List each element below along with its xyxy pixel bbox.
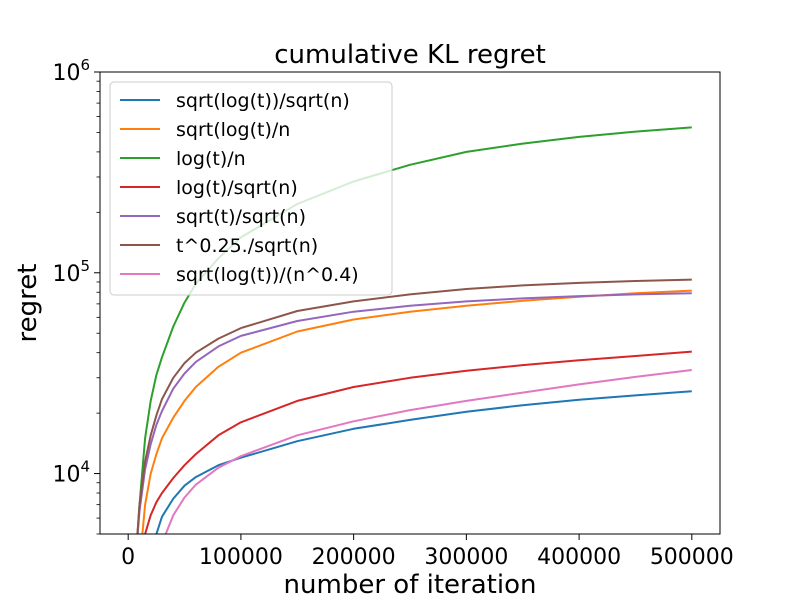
- x-tick-label: 400000: [537, 545, 621, 570]
- y-axis-label: regret: [13, 264, 43, 343]
- series-line: [144, 350, 692, 534]
- x-axis-label: number of iteration: [284, 570, 537, 600]
- y-tick-label: 105: [52, 257, 90, 287]
- legend-label: sqrt(log(t)/n: [176, 119, 290, 141]
- series-line: [164, 369, 692, 534]
- series-line: [136, 292, 692, 534]
- series-line: [155, 390, 692, 534]
- series-line: [136, 278, 692, 534]
- x-tick-label: 0: [121, 545, 135, 570]
- legend-label: log(t)/sqrt(n): [176, 177, 298, 199]
- legend-label: sqrt(log(t))/sqrt(n): [176, 90, 350, 112]
- axes-layer: 0 100000 200000 300000 400000 500000 104 105 106: [52, 56, 733, 570]
- legend-label: sqrt(log(t))/(n^0.4): [176, 264, 359, 286]
- legend-label: log(t)/n: [176, 148, 246, 170]
- y-tick-label: 104: [52, 458, 90, 488]
- legend: sqrt(log(t))/sqrt(n) sqrt(log(t)/n log(t)/…: [109, 81, 393, 296]
- y-tick-label: 106: [52, 56, 90, 86]
- chart-title: cumulative KL regret: [274, 40, 546, 70]
- series-line: [141, 289, 692, 534]
- x-tick-label: 500000: [650, 545, 734, 570]
- legend-box: [109, 81, 393, 296]
- legend-label: sqrt(t)/sqrt(n): [176, 206, 306, 228]
- legend-label: t^0.25./sqrt(n): [176, 235, 318, 257]
- x-tick-label: 300000: [424, 545, 508, 570]
- x-tick-label: 100000: [199, 545, 283, 570]
- plot-frame: [99, 71, 721, 535]
- x-tick-label: 200000: [312, 545, 396, 570]
